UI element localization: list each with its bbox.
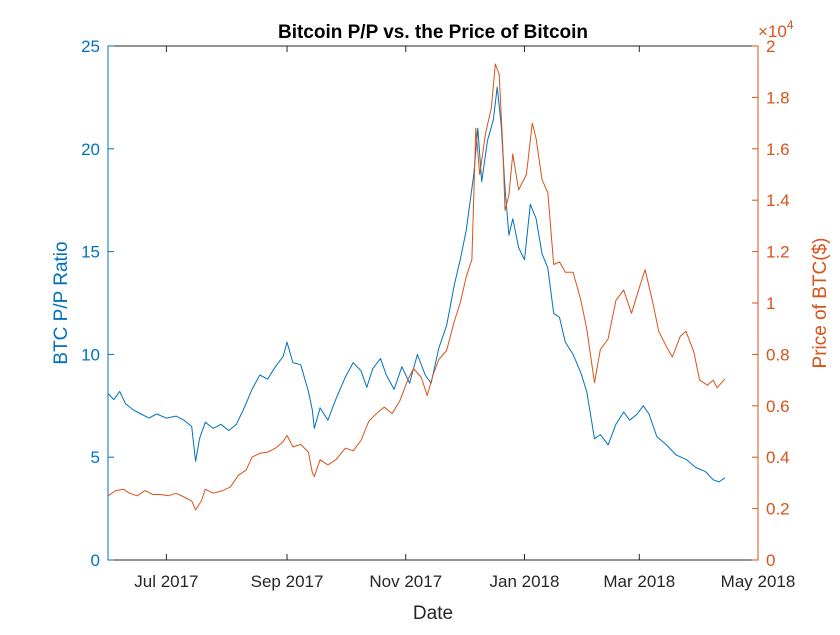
y-left-tick-label: 10: [81, 345, 100, 364]
y-left-tick-label: 25: [81, 37, 100, 56]
x-tick-label: May 2018: [721, 572, 796, 591]
y-right-tick-label: 1.6: [766, 140, 790, 159]
y-right-tick-label: 1.2: [766, 243, 790, 262]
y-right-tick-label: 1: [766, 294, 775, 313]
y-right-tick-label: 0.2: [766, 500, 790, 519]
x-tick-label: Mar 2018: [603, 572, 675, 591]
right-axis-multiplier: ×104: [758, 18, 794, 41]
y-right-tick-label: 0.8: [766, 345, 790, 364]
y-left-tick-label: 20: [81, 140, 100, 159]
x-tick-label: Nov 2017: [369, 572, 442, 591]
y-axis-left-label: BTC P/P Ratio: [51, 241, 72, 364]
x-tick-label: Sep 2017: [251, 572, 324, 591]
axes: Jul 2017 Sep 2017 Nov 2017 Jan 2018 Mar 2018…: [81, 37, 795, 591]
x-axis-label: Date: [413, 603, 453, 624]
x-tick-label: Jan 2018: [489, 572, 559, 591]
y-right-tick-label: 0.6: [766, 397, 790, 416]
y-right-tick-label: 1.4: [766, 191, 790, 210]
plot-area: [107, 63, 726, 511]
y-right-tick-label: 1.8: [766, 88, 790, 107]
y-left-tick-label: 5: [91, 448, 100, 467]
series-line-btc-price: [107, 63, 726, 511]
chart-title: Bitcoin P/P vs. the Price of Bitcoin: [278, 22, 588, 43]
y-left-tick-label: 0: [91, 551, 100, 570]
y-right-tick-label: 0.4: [766, 448, 790, 467]
x-tick-label: Jul 2017: [134, 572, 198, 591]
series-line-pp-ratio: [107, 86, 726, 483]
y-right-tick-label: 0: [766, 551, 775, 570]
y-left-tick-label: 15: [81, 243, 100, 262]
y-right-tick-label: 2: [766, 37, 775, 56]
y-axis-right-label: Price of BTC($): [810, 238, 831, 369]
